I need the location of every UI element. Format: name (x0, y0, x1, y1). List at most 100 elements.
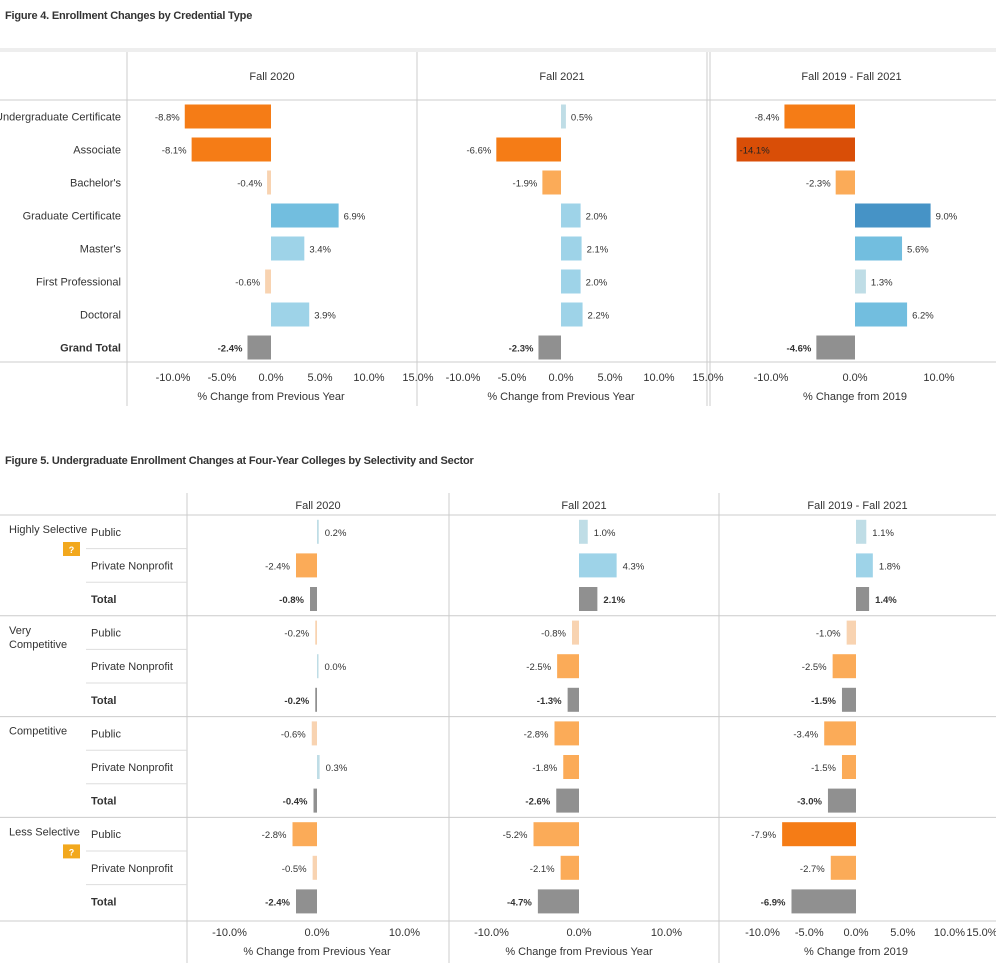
panel-header-fall-2019-fall-2021: Fall 2019 - Fall 2021 (807, 500, 907, 512)
bar-less-selective-total-1 (296, 889, 317, 914)
x-tick-label: 15.0% (692, 372, 723, 384)
value-label-grand-total-1: -2.4% (218, 344, 243, 355)
x-tick-label: 15.0% (966, 927, 996, 939)
x-axis-title: % Change from Previous Year (487, 391, 635, 403)
value-label-very-competitive-public-1: -0.2% (284, 629, 309, 640)
row-label-competitive-public: Public (91, 728, 121, 740)
x-tick-label: 0.0% (258, 372, 283, 384)
bar-competitive-public-2 (554, 721, 579, 746)
row-label-competitive-total: Total (91, 796, 116, 808)
x-tick-label: -5.0% (208, 372, 237, 384)
value-label-very-competitive-private-nonprofit-3: -2.5% (802, 662, 827, 673)
bar-doctoral-2 (561, 302, 583, 327)
row-label-doctoral: Doctoral (80, 310, 121, 322)
value-label-highly-selective-private-nonprofit-1: -2.4% (265, 561, 290, 572)
bar-first-professional-3 (855, 269, 866, 294)
x-axis-title: % Change from Previous Year (243, 946, 391, 958)
bar-doctoral-3 (855, 302, 908, 327)
figure-4-title: Figure 4. Enrollment Changes by Credenti… (5, 10, 253, 22)
x-tick-label: -10.0% (474, 927, 509, 939)
value-label-grand-total-2: -2.3% (509, 344, 534, 355)
x-tick-label: 15.0% (402, 372, 433, 384)
bar-associate-2 (496, 137, 561, 162)
bar-grand-total-2 (538, 335, 561, 360)
figure-4-chart: Fall 2020 Fall 2021 Fall 2019 - Fall 2021 U… (0, 48, 996, 406)
group-label-very-competitive: Very (9, 625, 32, 637)
row-label-undergraduate-certificate: Undergraduate Certificate (0, 112, 121, 124)
header-band (0, 48, 996, 52)
value-label-bachelor-s-1: -0.4% (237, 179, 262, 190)
row-label-highly-selective-total: Total (91, 594, 116, 606)
value-label-associate-3: -14.1% (740, 146, 771, 157)
group-label-less-selective: Less Selective (9, 826, 80, 838)
bar-highly-selective-public-2 (579, 519, 588, 544)
bar-associate-3 (736, 137, 855, 162)
x-tick-label: -10.0% (212, 927, 247, 939)
value-label-competitive-public-2: -2.8% (524, 729, 549, 740)
x-tick-label: 0.0% (548, 372, 573, 384)
bar-competitive-private-nonprofit-2 (563, 755, 579, 779)
bar-master-s-1 (271, 236, 305, 261)
value-label-very-competitive-total-3: -1.5% (811, 696, 836, 707)
x-tick-label: 10.0% (389, 927, 420, 939)
panel-header-fall-2020: Fall 2020 (295, 500, 340, 512)
figure-5-title: Figure 5. Undergraduate Enrollment Chang… (5, 455, 474, 467)
bar-graduate-certificate-3 (855, 203, 931, 228)
value-label-less-selective-private-nonprofit-1: -0.5% (282, 864, 307, 875)
value-label-first-professional-2: 2.0% (586, 278, 608, 289)
value-label-undergraduate-certificate-2: 0.5% (571, 113, 593, 124)
bar-graduate-certificate-1 (271, 203, 339, 228)
bar-competitive-public-3 (824, 721, 856, 746)
panel-header-fall-2019-fall-2021: Fall 2019 - Fall 2021 (801, 71, 901, 83)
x-axis-title: % Change from Previous Year (505, 946, 653, 958)
help-icon-glyph: ? (69, 545, 75, 555)
value-label-very-competitive-public-3: -1.0% (816, 629, 841, 640)
x-tick-label: 5.0% (890, 927, 915, 939)
value-label-grand-total-3: -4.6% (787, 344, 812, 355)
bar-less-selective-public-3 (782, 822, 856, 847)
value-label-master-s-2: 2.1% (587, 245, 609, 256)
value-label-less-selective-total-2: -4.7% (507, 897, 532, 908)
bar-less-selective-public-1 (292, 822, 317, 847)
x-tick-label: -5.0% (498, 372, 527, 384)
x-tick-label: 10.0% (353, 372, 384, 384)
row-label-associate: Associate (73, 145, 121, 157)
bar-undergraduate-certificate-1 (184, 104, 271, 129)
x-tick-label: 10.0% (934, 927, 965, 939)
x-tick-label: 0.0% (304, 927, 329, 939)
bar-bachelor-s-3 (835, 170, 855, 195)
value-label-very-competitive-total-2: -1.3% (537, 696, 562, 707)
row-label-very-competitive-public: Public (91, 628, 121, 640)
value-label-very-competitive-public-2: -0.8% (541, 629, 566, 640)
value-label-highly-selective-public-2: 1.0% (594, 528, 616, 539)
value-label-very-competitive-private-nonprofit-1: 0.0% (325, 662, 347, 673)
bar-highly-selective-total-2 (579, 587, 598, 611)
row-label-graduate-certificate: Graduate Certificate (23, 211, 121, 223)
bar-less-selective-private-nonprofit-1 (312, 855, 317, 880)
value-label-highly-selective-total-1: -0.8% (279, 595, 304, 606)
bar-highly-selective-private-nonprofit-2 (579, 553, 617, 578)
value-label-competitive-public-1: -0.6% (281, 729, 306, 740)
bar-competitive-private-nonprofit-3 (841, 755, 856, 779)
bar-first-professional-1 (265, 269, 271, 294)
value-label-associate-2: -6.6% (466, 146, 491, 157)
bar-very-competitive-private-nonprofit-3 (832, 654, 856, 679)
bar-bachelor-s-2 (542, 170, 561, 195)
bar-very-competitive-public-2 (572, 620, 579, 645)
value-label-competitive-public-3: -3.4% (793, 729, 818, 740)
bar-grand-total-1 (247, 335, 271, 360)
value-label-undergraduate-certificate-3: -8.4% (755, 113, 780, 124)
row-label-very-competitive-private-nonprofit: Private Nonprofit (91, 661, 173, 673)
x-tick-label: 0.0% (842, 372, 867, 384)
bar-less-selective-total-2 (537, 889, 579, 914)
value-label-less-selective-total-3: -6.9% (761, 897, 786, 908)
bar-master-s-2 (561, 236, 582, 261)
x-tick-label: 5.0% (307, 372, 332, 384)
value-label-competitive-total-2: -2.6% (525, 797, 550, 808)
bar-highly-selective-private-nonprofit-3 (856, 553, 873, 578)
value-label-competitive-total-3: -3.0% (797, 797, 822, 808)
x-tick-label: 10.0% (923, 372, 954, 384)
x-tick-label: -10.0% (745, 927, 780, 939)
bar-first-professional-2 (561, 269, 581, 294)
row-label-grand-total: Grand Total (60, 343, 121, 355)
